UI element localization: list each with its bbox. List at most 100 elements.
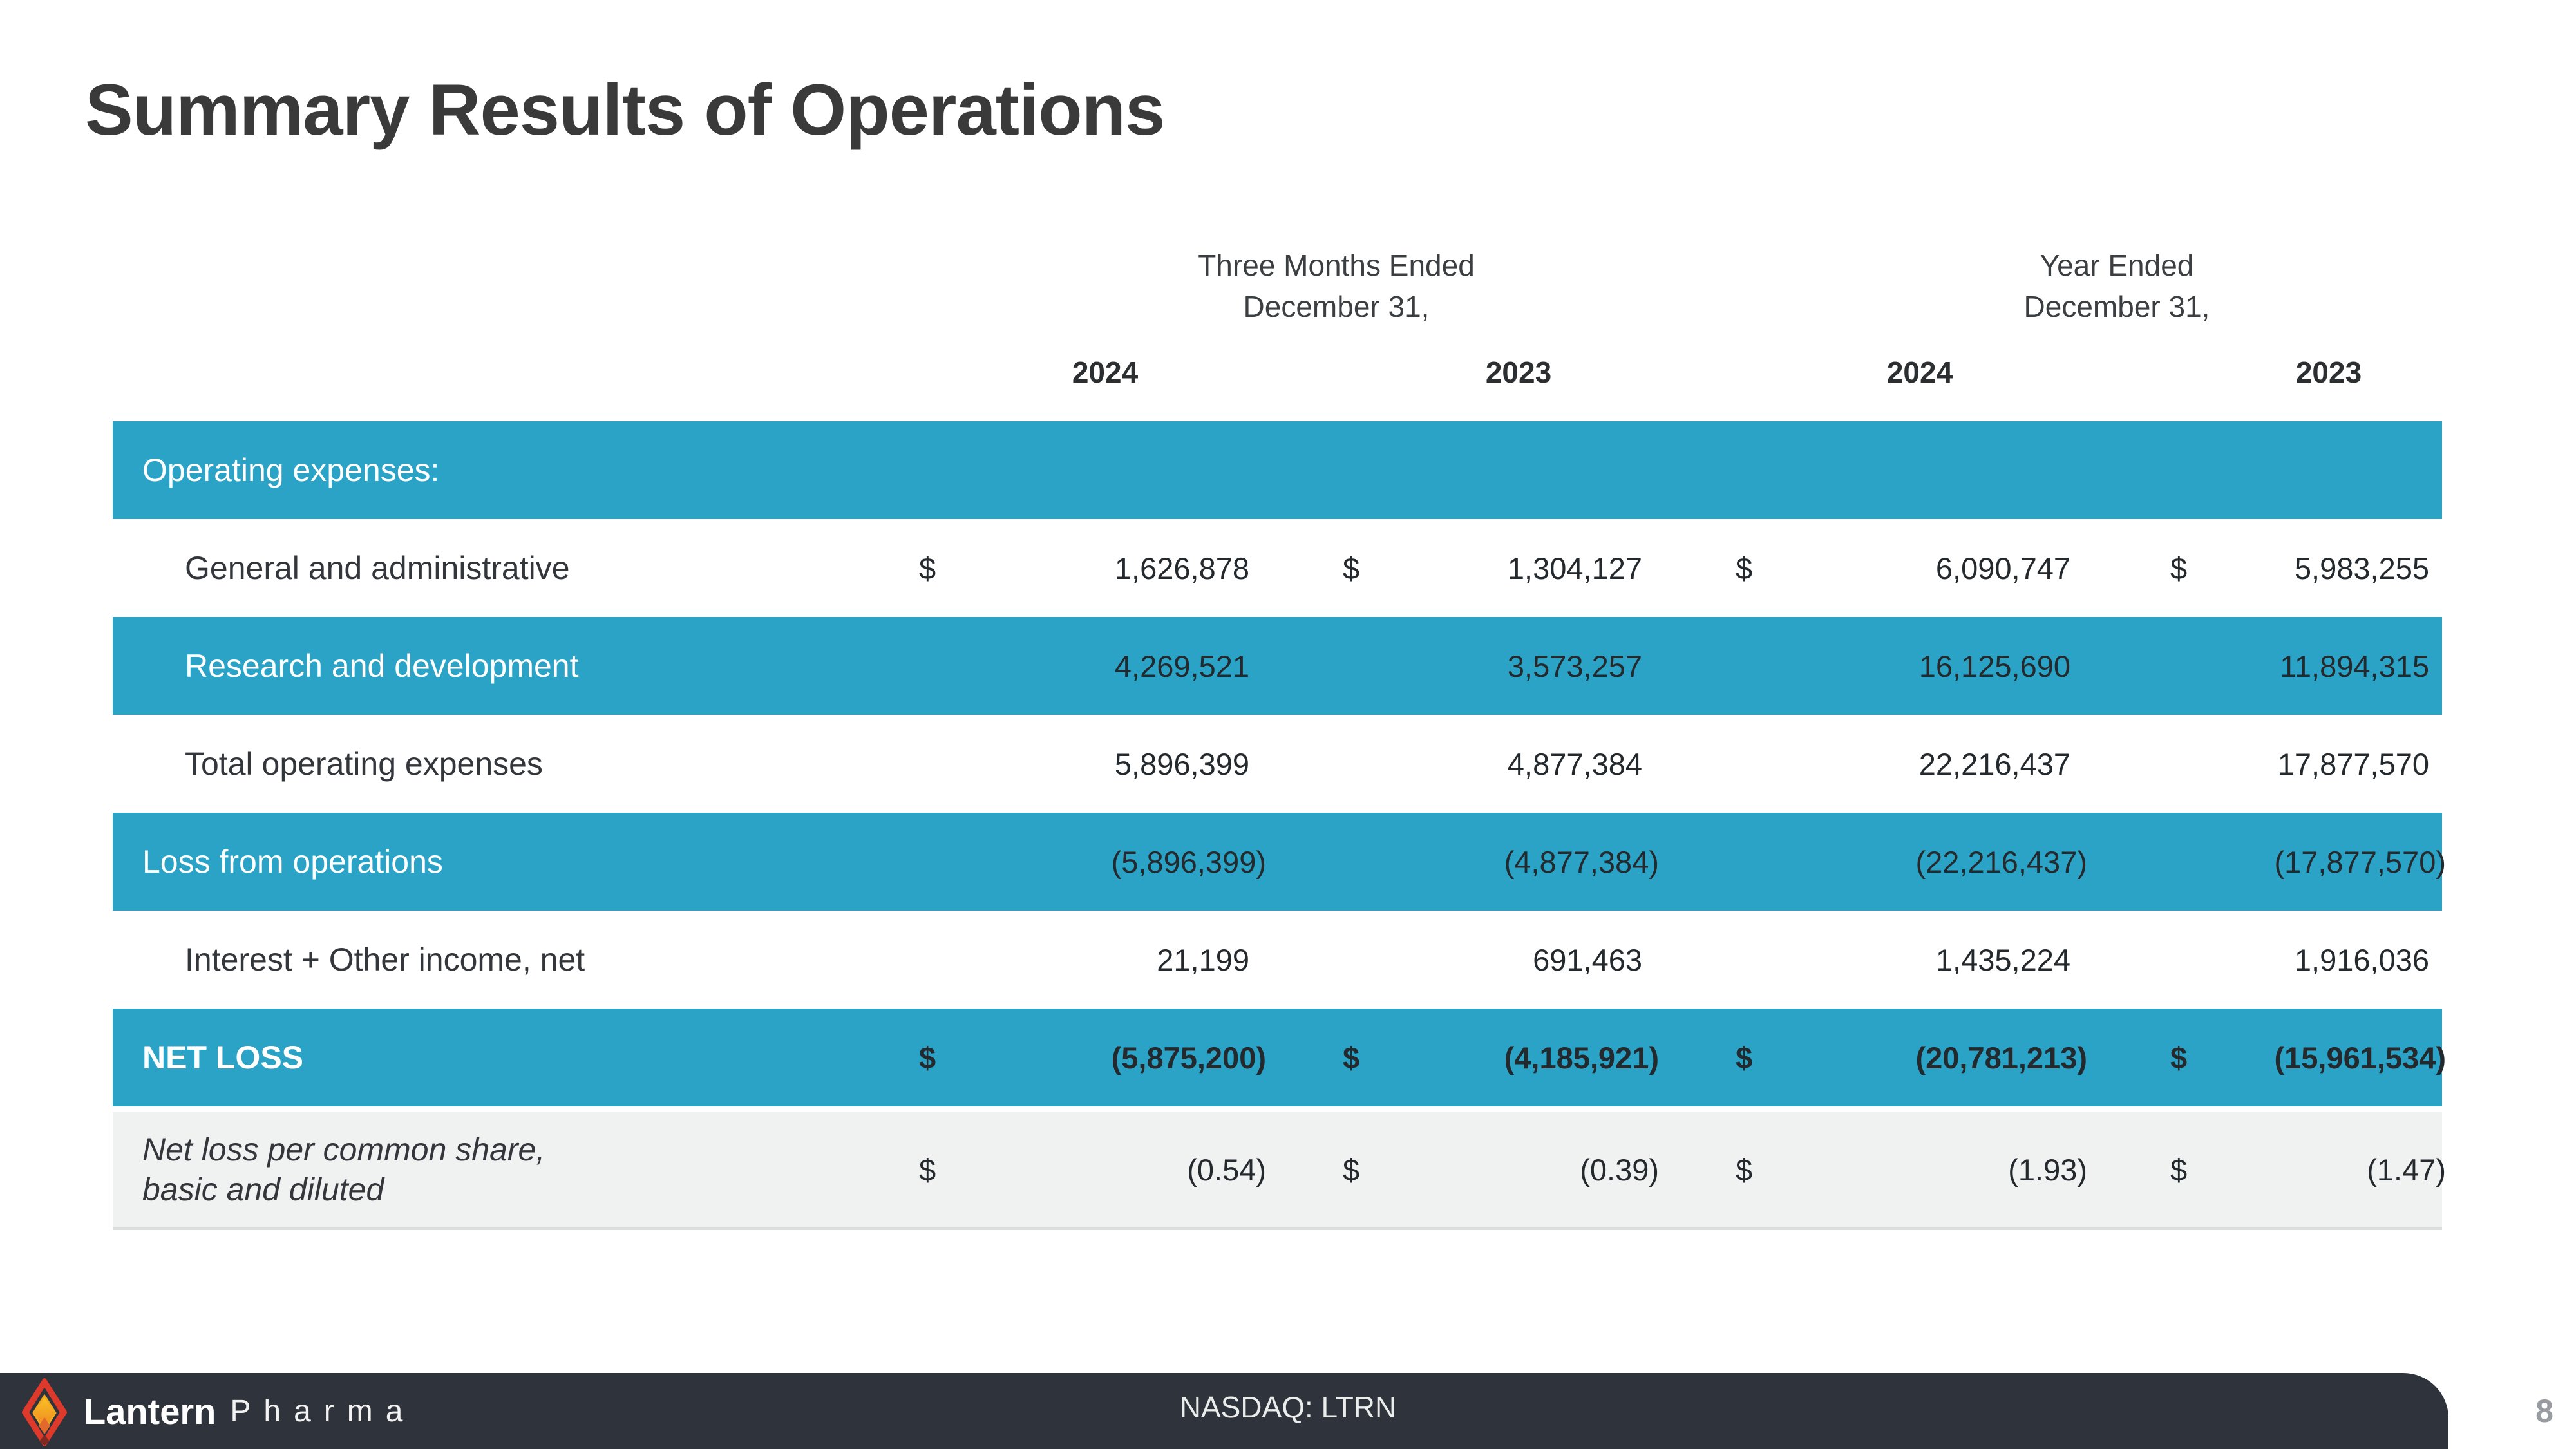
value-text: 3,573,257 — [1507, 649, 1642, 683]
group-header-line2: December 31, — [2023, 290, 2210, 323]
group-header-line1: Three Months Ended — [1198, 249, 1475, 282]
year-header: 2024 — [1072, 355, 1139, 389]
value-text: (20,781,213) — [1915, 1040, 2087, 1075]
value-cell — [1288, 421, 1674, 519]
value-cell: 4,269,521 — [898, 617, 1288, 715]
table-row: General and administrative $1,626,878 $1,3… — [113, 519, 2442, 617]
value-text: 1,435,224 — [1935, 942, 2070, 977]
dollar-sign: $ — [2170, 1152, 2188, 1187]
value-text: 22,216,437 — [1918, 746, 2070, 781]
value-text: (4,185,921) — [1504, 1040, 1659, 1075]
value-text: 4,877,384 — [1507, 746, 1642, 781]
value-cell: $6,090,747 — [1674, 519, 2093, 617]
value-cell: $ (5,875,200) — [898, 1009, 1288, 1106]
dollar-sign: $ — [1736, 551, 1753, 585]
value-text: (22,216,437) — [1915, 844, 2087, 879]
value-cell — [1674, 421, 2093, 519]
value-cell: 1,916,036 — [2093, 911, 2442, 1009]
footer-bar: Lantern Pharma — [0, 1373, 2448, 1449]
dollar-sign: $ — [919, 1152, 936, 1187]
row-label: General and administrative — [185, 550, 570, 586]
dollar-sign: $ — [919, 1040, 936, 1075]
value-cell: 16,125,690 — [1674, 617, 2093, 715]
column-group-header-year-ended: Year Ended December 31, — [1891, 245, 2342, 327]
row-label: Interest + Other income, net — [185, 942, 585, 978]
value-cell: $ (1.93) — [1674, 1112, 2093, 1227]
value-cell: $ (4,185,921) — [1288, 1009, 1674, 1106]
dollar-sign: $ — [919, 551, 936, 585]
table-row: Operating expenses: — [113, 421, 2442, 519]
value-cell: 691,463 — [1288, 911, 1674, 1009]
year-header: 2023 — [1485, 355, 1552, 389]
dollar-sign: $ — [1343, 1040, 1360, 1075]
value-cell: $1,626,878 — [898, 519, 1288, 617]
ticker-label: NASDAQ: LTRN — [1179, 1390, 1397, 1424]
table-row: Loss from operations (5,896,399) (4,877,38… — [113, 813, 2446, 911]
value-cell: 5,896,399 — [898, 715, 1288, 813]
value-cell: $1,304,127 — [1288, 519, 1674, 617]
value-cell: 17,877,570 — [2093, 715, 2442, 813]
page-number: 8 — [2535, 1393, 2553, 1429]
value-cell — [898, 421, 1288, 519]
value-text: 11,894,315 — [2280, 649, 2429, 683]
results-table-body: Operating expenses: General and administr… — [113, 421, 2446, 1230]
year-header: 2023 — [2295, 355, 2362, 389]
value-cell: 1,435,224 — [1674, 911, 2093, 1009]
value-cell: (22,216,437) — [1674, 813, 2093, 911]
value-text: 4,269,521 — [1114, 649, 1249, 683]
value-text: (4,877,384) — [1504, 844, 1659, 879]
value-text: 691,463 — [1533, 942, 1642, 977]
value-text: 1,916,036 — [2294, 942, 2429, 977]
value-cell: (5,896,399) — [898, 813, 1288, 911]
column-group-header-three-months: Three Months Ended December 31, — [1111, 245, 1562, 327]
value-cell: (17,877,570) — [2093, 813, 2446, 911]
table-row: NET LOSS $ (5,875,200) $ (4,185,921) $ (20,781… — [113, 1009, 2446, 1106]
value-text: 16,125,690 — [1918, 649, 2070, 683]
value-cell: $ (1.47) — [2093, 1112, 2446, 1227]
row-label: NET LOSS — [142, 1039, 304, 1075]
brand-name-bold: Lantern — [84, 1390, 216, 1432]
value-cell: 21,199 — [898, 911, 1288, 1009]
group-header-line2: December 31, — [1243, 290, 1430, 323]
dollar-sign: $ — [2170, 1040, 2188, 1075]
value-text: (17,877,570) — [2274, 844, 2446, 879]
dollar-sign: $ — [1343, 551, 1360, 585]
dollar-sign: $ — [1736, 1040, 1753, 1075]
row-label: Research and development — [185, 648, 579, 684]
table-row: Interest + Other income, net 21,199 691,46… — [113, 911, 2442, 1009]
table-row: Net loss per common share, basic and dil… — [113, 1112, 2446, 1230]
row-label: Total operating expenses — [185, 746, 543, 782]
value-text: 21,199 — [1157, 942, 1249, 977]
value-cell: 11,894,315 — [2093, 617, 2442, 715]
value-text: 5,983,255 — [2294, 551, 2429, 585]
value-text: (1.93) — [2008, 1152, 2087, 1187]
brand-name-light: Pharma — [230, 1394, 416, 1428]
value-text: (0.39) — [1580, 1152, 1659, 1187]
dollar-sign: $ — [1343, 1152, 1360, 1187]
page-title: Summary Results of Operations — [85, 70, 1165, 150]
row-label: Operating expenses: — [142, 452, 440, 488]
value-text: 5,896,399 — [1114, 746, 1249, 781]
year-header: 2024 — [1886, 355, 1953, 389]
value-cell: (4,877,384) — [1288, 813, 1674, 911]
value-text: (5,896,399) — [1111, 844, 1266, 879]
value-text: 17,877,570 — [2277, 746, 2429, 781]
value-text: 1,304,127 — [1507, 551, 1642, 585]
brand-logo-text: Lantern Pharma — [84, 1373, 415, 1449]
dollar-sign: $ — [1736, 1152, 1753, 1187]
value-cell: $ (20,781,213) — [1674, 1009, 2093, 1106]
value-text: (5,875,200) — [1111, 1040, 1266, 1075]
value-text: 1,626,878 — [1114, 551, 1249, 585]
value-cell: 4,877,384 — [1288, 715, 1674, 813]
group-header-line1: Year Ended — [2040, 249, 2194, 282]
value-cell: 22,216,437 — [1674, 715, 2093, 813]
value-cell: $ (0.39) — [1288, 1112, 1674, 1227]
value-text: (15,961,534) — [2274, 1040, 2446, 1075]
table-row: Research and development 4,269,521 3,573,2… — [113, 617, 2442, 715]
dollar-sign: $ — [2170, 551, 2188, 585]
value-cell: $5,983,255 — [2093, 519, 2442, 617]
value-cell: $ (15,961,534) — [2093, 1009, 2446, 1106]
value-cell — [2093, 421, 2442, 519]
table-row: Total operating expenses 5,896,399 4,877,3… — [113, 715, 2442, 813]
